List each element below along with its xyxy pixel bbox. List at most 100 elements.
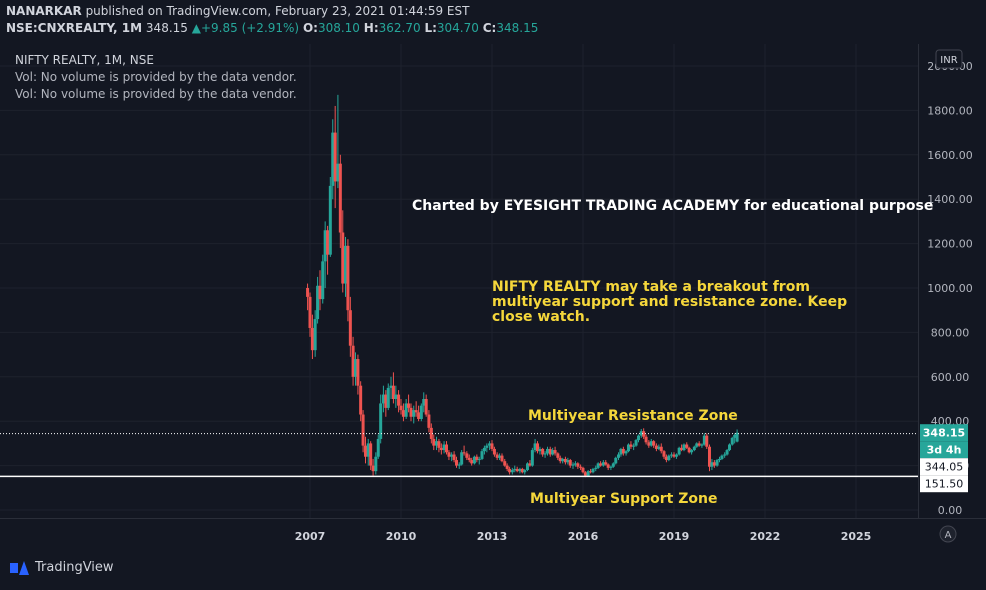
candle: [573, 461, 577, 467]
candle: [674, 453, 678, 459]
candle: [467, 454, 471, 463]
auto-scale-button[interactable]: [939, 525, 957, 543]
candle: [609, 465, 613, 471]
candle: [328, 177, 332, 257]
published-text: published on TradingView.com, February 2…: [85, 4, 470, 18]
candle: [677, 446, 681, 456]
candle: [338, 154, 342, 249]
candle: [667, 454, 671, 462]
open-label: O:: [302, 21, 318, 35]
candle: [715, 458, 719, 467]
candle: [700, 443, 704, 448]
candle: [621, 446, 625, 456]
candle: [591, 467, 595, 474]
x-tick-label: 2022: [750, 530, 781, 543]
candle: [624, 450, 628, 456]
price-badge-label: 3d 4h: [927, 444, 962, 457]
tradingview-brand: TradingView: [35, 560, 114, 575]
candle: [452, 451, 456, 463]
candle: [356, 354, 360, 395]
legend-title[interactable]: NIFTY REALTY, 1M, NSE: [15, 53, 154, 67]
candle: [376, 434, 380, 459]
candle: [485, 443, 489, 453]
candle: [316, 276, 320, 324]
y-tick-label: 1000.00: [927, 282, 973, 295]
candle: [399, 399, 403, 415]
candle: [530, 447, 534, 467]
candle: [533, 438, 537, 453]
candle: [407, 394, 411, 413]
candle: [662, 450, 666, 459]
candle: [434, 436, 438, 451]
candle: [460, 450, 464, 466]
candle: [725, 448, 729, 456]
candle: [354, 352, 357, 386]
candle: [495, 452, 499, 461]
candle: [718, 456, 721, 463]
candle: [482, 445, 486, 455]
currency-badge-box[interactable]: [935, 49, 963, 69]
candle: [523, 468, 527, 475]
candle: [712, 460, 716, 468]
candle: [442, 441, 446, 454]
candle: [705, 433, 709, 449]
candle: [670, 452, 674, 458]
candle: [359, 381, 363, 422]
annotation-credit: Charted by EYESIGHT TRADING ACADEMY for …: [412, 198, 933, 214]
candle: [687, 446, 691, 454]
candle: [601, 460, 605, 467]
y-tick-label: 1800.00: [927, 104, 973, 117]
auto-scale-label[interactable]: A: [945, 530, 952, 541]
symbol-label[interactable]: NSE:CNXREALTY, 1M: [6, 21, 143, 35]
grid: [0, 44, 986, 519]
candle: [538, 446, 542, 455]
price-badge-box: [920, 475, 968, 493]
candle: [563, 456, 567, 465]
currency-badge[interactable]: INR: [940, 55, 957, 66]
candle: [472, 455, 476, 465]
tradingview-logo[interactable]: TradingView: [10, 560, 114, 575]
candle: [384, 390, 388, 417]
candle: [513, 465, 517, 473]
candle: [606, 463, 610, 471]
candle: [682, 443, 686, 452]
last-price: 348.15: [145, 21, 188, 35]
candle: [346, 239, 350, 322]
low-label: L:: [424, 21, 437, 35]
candle: [528, 460, 532, 467]
y-tick-label: 1200.00: [927, 238, 973, 251]
candles: [306, 94, 739, 478]
candle: [391, 372, 395, 404]
candle: [566, 457, 570, 465]
price-badge-label: 344.05: [925, 461, 964, 474]
candle: [321, 254, 325, 304]
time-axis[interactable]: 2007 2010 2013 2016 2019 2022 2025: [295, 530, 872, 543]
footer: TradingView: [0, 552, 986, 586]
candle: [361, 410, 365, 453]
candle: [604, 460, 608, 466]
candle: [505, 463, 509, 472]
candle: [571, 462, 575, 469]
y-tick-label: 1400.00: [927, 193, 973, 206]
price-badge-box: [920, 424, 968, 442]
candle: [518, 467, 522, 474]
candle: [568, 458, 572, 468]
price-badge-label: 348.15: [923, 427, 965, 440]
candle: [627, 443, 630, 453]
candle: [326, 225, 330, 275]
support-zone-label: Multiyear Support Zone: [530, 491, 717, 507]
candle: [558, 455, 562, 464]
candle: [551, 447, 555, 456]
candle: [685, 442, 689, 449]
author-name[interactable]: NANARKAR: [6, 4, 82, 18]
close-value: 348.15: [496, 21, 539, 35]
candle: [445, 441, 448, 455]
candle: [581, 466, 585, 474]
candle: [351, 336, 355, 386]
candle: [439, 443, 443, 455]
candle: [306, 283, 310, 311]
candle: [429, 423, 433, 444]
candle: [318, 270, 322, 311]
